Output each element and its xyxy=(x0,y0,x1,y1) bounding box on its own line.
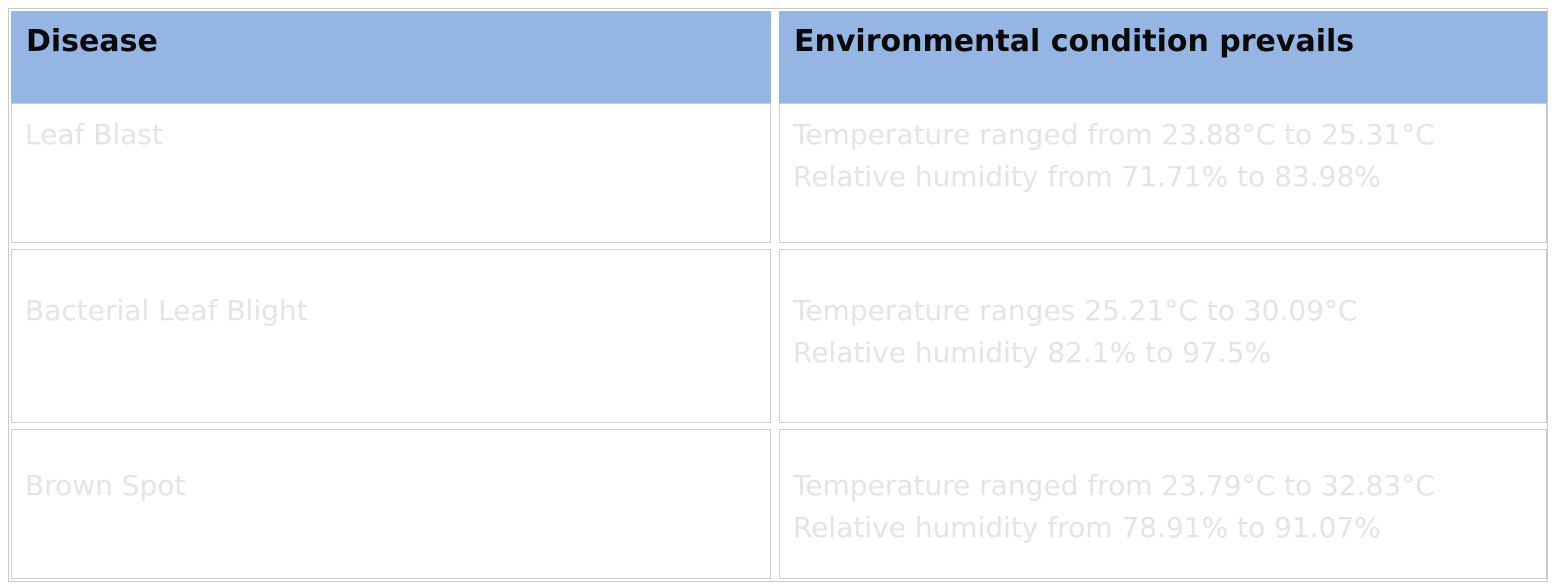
condition-text: Temperature ranged from 23.79°C to 32.83… xyxy=(793,465,1435,549)
header-cell-disease: Disease xyxy=(11,11,771,103)
temperature-line: Temperature ranged from 23.88°C to 25.31… xyxy=(793,118,1435,151)
table-row-1-disease-cell: Leaf Blast xyxy=(11,103,771,243)
header-label-disease: Disease xyxy=(26,24,158,59)
humidity-line: Relative humidity 82.1% to 97.5% xyxy=(793,336,1272,369)
condition-text: Temperature ranges 25.21°C to 30.09°C Re… xyxy=(793,290,1358,374)
disease-name: Leaf Blast xyxy=(25,118,163,151)
table-row-3-disease-cell: Brown Spot xyxy=(11,429,771,579)
disease-condition-table: Disease Environmental condition prevails… xyxy=(8,8,1548,582)
condition-text: Temperature ranged from 23.88°C to 25.31… xyxy=(793,114,1435,198)
header-cell-condition: Environmental condition prevails xyxy=(779,11,1547,103)
disease-name: Brown Spot xyxy=(25,469,186,502)
disease-name: Bacterial Leaf Blight xyxy=(25,294,308,327)
humidity-line: Relative humidity from 78.91% to 91.07% xyxy=(793,511,1381,544)
humidity-line: Relative humidity from 71.71% to 83.98% xyxy=(793,160,1381,193)
temperature-line: Temperature ranges 25.21°C to 30.09°C xyxy=(793,294,1358,327)
table-row-2-condition-cell: Temperature ranges 25.21°C to 30.09°C Re… xyxy=(779,249,1547,423)
table-row-1-condition-cell: Temperature ranged from 23.88°C to 25.31… xyxy=(779,103,1547,243)
table-row-2-disease-cell: Bacterial Leaf Blight xyxy=(11,249,771,423)
temperature-line: Temperature ranged from 23.79°C to 32.83… xyxy=(793,469,1435,502)
table-row-3-condition-cell: Temperature ranged from 23.79°C to 32.83… xyxy=(779,429,1547,579)
header-label-condition: Environmental condition prevails xyxy=(794,24,1355,59)
